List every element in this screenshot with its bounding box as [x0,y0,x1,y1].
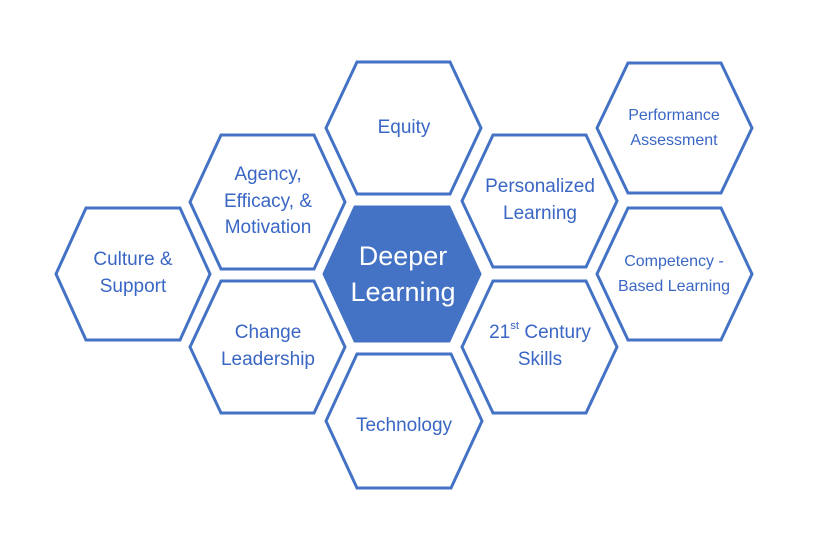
skills-number: 21 [489,322,511,344]
hex-center [322,205,482,343]
hex-agency [188,133,347,271]
hex-change [188,279,347,415]
skills-line-1: 21st Century [489,320,591,347]
change-line-2: Leadership [220,349,316,370]
agency-line-3: Motivation [224,217,312,239]
skills-label: 21st Century Skills [474,306,606,388]
hex-competency [595,206,754,342]
agency-label: Agency, Efficacy, & Motivation [204,150,332,254]
performance-line-2: Assessment [630,132,718,149]
agency-line-2: Efficacy, & [224,190,312,212]
competency-line-2: Based Learning [617,278,731,295]
personalized-label: Personalized Learning [474,160,606,242]
personalized-line-1: Personalized [485,176,595,198]
culture-line-2: Support [99,276,167,297]
culture-line-1: Culture & [93,249,173,271]
hex-personalized [460,133,619,269]
technology-label: Technology [340,398,468,454]
hex-performance [595,61,754,195]
hex-skills [460,279,619,415]
center-line-2: Learning [350,277,456,307]
hex-technology [324,352,484,490]
equity-label: Equity [340,100,468,156]
personalized-line-2: Learning [503,203,577,224]
change-label: Change Leadership [204,300,332,394]
competency-line-1: Competency - [624,253,724,271]
skills-line-2: Skills [517,349,563,370]
hex-culture [54,206,212,342]
agency-line-1: Agency, [234,163,302,185]
technology-line-1: Technology [355,414,453,436]
skills-ordinal: st [510,320,520,332]
center-label: Deeper Learning [338,222,468,326]
equity-line-1: Equity [377,116,431,138]
change-line-1: Change [234,322,302,344]
performance-label: Performance Assessment [608,92,740,166]
competency-label: Competency - Based Learning [606,238,742,312]
hex-equity [324,60,483,196]
center-line-1: Deeper [358,240,448,271]
skills-century: Century [519,322,591,344]
culture-label: Culture & Support [70,228,196,320]
performance-line-1: Performance [628,107,720,125]
